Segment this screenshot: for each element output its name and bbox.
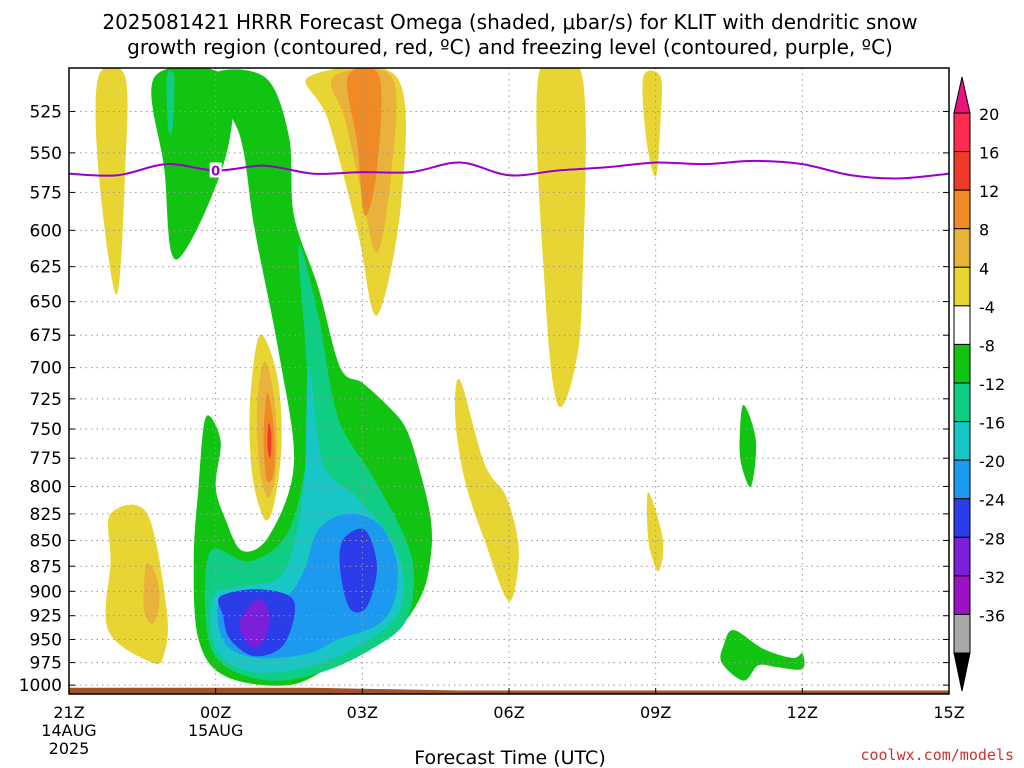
omega-region-9: [642, 70, 663, 178]
omega-region-8: [536, 68, 586, 408]
colorbar-label-4: 4: [979, 259, 989, 278]
colorbar-bottom-arrow: [953, 652, 971, 692]
colorbar-box-5: [953, 305, 971, 345]
y-tick-label-1000: 1000: [19, 676, 62, 696]
omega-region-2: [143, 563, 160, 624]
omega-region-0: [95, 68, 128, 295]
colorbar: 20 16 12 8 4 -4 -8 -12 -16 -20 -24 -28 -32 -36: [953, 76, 1005, 692]
x-tick-label-09Z: 09Z: [640, 703, 671, 722]
y-tick-label-725: 725: [30, 390, 62, 410]
x-tick-label-03Z: 03Z: [347, 703, 378, 722]
colorbar-label-6: -8: [979, 336, 995, 355]
y-tick-label-950: 950: [30, 630, 62, 650]
x-tick-sub1-00Z: 15AUG: [188, 721, 243, 740]
colorbar-box-3: [953, 228, 971, 268]
x-tick-label-06Z: 06Z: [493, 703, 524, 722]
y-tick-label-625: 625: [30, 258, 62, 278]
colorbar-box-7: [953, 382, 971, 423]
grid-lines: [69, 68, 949, 694]
colorbar-label-1: 16: [979, 144, 999, 163]
y-tick-label-875: 875: [30, 557, 62, 577]
x-tick-sub1-21Z: 14AUG: [41, 721, 96, 740]
colorbar-box-12: [953, 575, 971, 615]
y-tick-label-850: 850: [30, 531, 62, 551]
freezing-level-label-bg: [209, 162, 222, 178]
colorbar-box-8: [953, 421, 971, 461]
colorbar-label-7: -12: [979, 375, 1005, 394]
x-axis-label: Forecast Time (UTC): [414, 747, 605, 768]
colorbar-box-4: [953, 266, 971, 307]
y-tick-label-750: 750: [30, 420, 62, 440]
y-tick-label-800: 800: [30, 477, 62, 497]
colorbar-label-11: -28: [979, 529, 1005, 548]
x-tick-label-12Z: 12Z: [787, 703, 818, 722]
colorbar-box-6: [953, 343, 971, 384]
colorbar-box-10: [953, 498, 971, 538]
y-tick-label-925: 925: [30, 607, 62, 627]
y-tick-label-600: 600: [30, 221, 62, 241]
omega-region-11: [646, 492, 664, 572]
omega-region-7: [346, 68, 382, 216]
colorbar-box-13: [953, 613, 971, 654]
omega-region-1: [105, 504, 168, 665]
colorbar-label-9: -20: [979, 452, 1005, 471]
colorbar-label-0: 20: [979, 105, 999, 124]
chart-title-line2: growth region (contoured, red, ºC) and f…: [127, 35, 893, 59]
colorbar-label-13: -36: [979, 606, 1005, 625]
y-tick-label-825: 825: [30, 505, 62, 525]
x-tick-sub2-21Z: 2025: [49, 739, 90, 758]
colorbar-box-2: [953, 189, 971, 230]
colorbar-label-8: -16: [979, 414, 1005, 433]
y-tick-label-525: 525: [30, 102, 62, 122]
colorbar-label-3: 8: [979, 221, 989, 240]
colorbar-label-5: -4: [979, 298, 995, 317]
y-tick-label-650: 650: [30, 293, 62, 313]
y-tick-label-550: 550: [30, 144, 62, 164]
omega-region-24: [720, 630, 805, 681]
colorbar-label-12: -32: [979, 568, 1005, 587]
omega-region-22: [267, 422, 272, 459]
freezing-level-label: 0: [211, 164, 220, 179]
y-tick-label-775: 775: [30, 449, 62, 469]
omega-shading: [95, 68, 805, 686]
y-tick-label-575: 575: [30, 183, 62, 203]
omega-region-4: [166, 70, 175, 135]
y-tick-label-900: 900: [30, 582, 62, 602]
colorbar-label-10: -24: [979, 491, 1005, 510]
y-tick-label-700: 700: [30, 359, 62, 379]
omega-region-10: [454, 378, 519, 602]
omega-region-23: [739, 404, 757, 488]
colorbar-box-0: [953, 112, 971, 153]
colorbar-box-9: [953, 459, 971, 500]
omega-region-18: [239, 599, 270, 648]
y-tick-label-975: 975: [30, 654, 62, 674]
colorbar-box-1: [953, 151, 971, 191]
x-tick-label-00Z: 00Z: [200, 703, 231, 722]
colorbar-box-11: [953, 536, 971, 577]
watermark: coolwx.com/models: [860, 746, 1014, 764]
freezing-level-layer: 0: [68, 159, 950, 179]
x-tick-label-21Z: 21Z: [53, 703, 84, 722]
colorbar-top-arrow: [953, 76, 971, 114]
x-tick-label-15Z: 15Z: [933, 703, 964, 722]
omega-region-17: [339, 528, 378, 613]
chart-title-line1: 2025081421 HRRR Forecast Omega (shaded, …: [102, 10, 917, 34]
y-axis: 525 550 575 600 625 650 675 700 725 750 775 800 825 8…: [19, 102, 949, 696]
y-tick-label-675: 675: [30, 326, 62, 346]
colorbar-label-2: 12: [979, 182, 999, 201]
